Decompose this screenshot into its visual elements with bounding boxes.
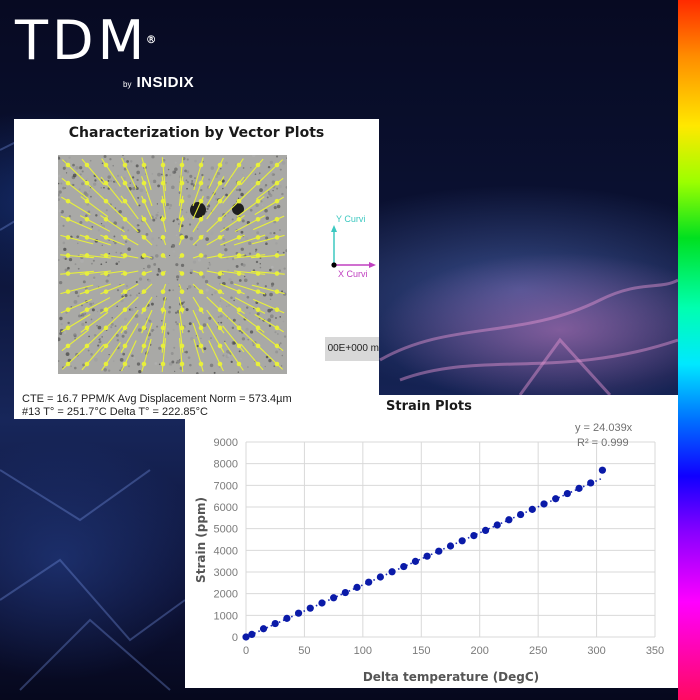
y-axis-title: Strain (ppm) xyxy=(194,497,208,583)
data-point xyxy=(306,604,314,612)
data-point xyxy=(587,479,595,487)
logo-by: by xyxy=(123,80,132,89)
trend-r-squared: R² = 0.999 xyxy=(577,437,629,449)
registered-mark: ® xyxy=(146,35,161,47)
y-tick-label: 4000 xyxy=(214,545,238,557)
vector-plot-title: Characterization by Vector Plots xyxy=(68,125,325,141)
vector-displacement-image xyxy=(58,155,287,374)
data-point xyxy=(400,562,408,571)
x-tick-label: 50 xyxy=(298,645,310,657)
strain-plot-title: Strain Plots xyxy=(386,399,472,414)
data-point xyxy=(388,568,396,576)
data-point xyxy=(470,532,478,540)
x-tick-label: 300 xyxy=(587,645,605,657)
data-point xyxy=(505,516,513,524)
data-point xyxy=(318,599,326,607)
data-point xyxy=(552,495,560,503)
strain-plot-panel: Strain Plots 0 1000 2000 3000 4000 5000 6000 70… xyxy=(185,395,678,688)
y-tick-label: 9000 xyxy=(214,437,238,449)
data-point xyxy=(259,625,268,633)
data-point xyxy=(423,552,431,560)
data-point xyxy=(353,583,361,591)
data-point xyxy=(563,489,571,498)
data-points xyxy=(242,466,607,641)
data-point xyxy=(294,609,303,617)
data-point xyxy=(376,573,384,581)
data-point xyxy=(540,500,548,508)
x-tick-label: 150 xyxy=(412,645,430,657)
data-point xyxy=(458,537,466,545)
data-point xyxy=(493,521,501,529)
data-point xyxy=(242,633,250,641)
y-tick-label: 8000 xyxy=(214,459,238,471)
y-tick-label: 6000 xyxy=(214,502,238,514)
data-point xyxy=(248,630,256,638)
x-tick-label: 350 xyxy=(646,645,664,657)
network-lines xyxy=(0,128,678,691)
data-point xyxy=(365,578,373,586)
data-point xyxy=(517,510,525,519)
x-tick-label: 250 xyxy=(529,645,547,657)
chart-gridlines xyxy=(245,441,656,638)
y-tick-label: 1000 xyxy=(214,610,238,622)
rainbow-color-scale-bar xyxy=(678,0,700,700)
data-point xyxy=(283,614,291,622)
tdm-logo: TDM ® by INSIDIX xyxy=(15,9,194,92)
data-point xyxy=(528,505,536,513)
y-tick-label: 7000 xyxy=(214,480,238,492)
y-tick-label: 3000 xyxy=(214,567,238,579)
data-point xyxy=(330,594,338,602)
x-tick-label: 200 xyxy=(471,645,489,657)
strain-chart: 0 1000 2000 3000 4000 5000 6000 7000 8000 9000 0 5… xyxy=(194,422,664,684)
x-axis-title: Delta temperature (DegC) xyxy=(363,670,539,684)
data-point xyxy=(341,588,349,597)
y-tick-label: 2000 xyxy=(214,589,238,601)
logo-brand-insidix: INSIDIX xyxy=(136,74,195,91)
data-point xyxy=(435,547,443,555)
x-curvi-label: X Curvi xyxy=(338,269,368,279)
x-axis-ticks: 0 50 100 150 200 250 300 350 xyxy=(243,645,664,657)
scale-value-box: 00E+000 m xyxy=(325,337,379,361)
caption-temperature-line: #13 T° = 251.7°C Delta T° = 222.85°C xyxy=(22,406,208,418)
y-curvi-label: Y Curvi xyxy=(336,214,365,224)
trend-equation: y = 24.039x xyxy=(575,422,633,434)
y-tick-label: 0 xyxy=(232,632,238,644)
data-point xyxy=(446,542,455,550)
caption-cte-line: CTE = 16.7 PPM/K Avg Displacement Norm =… xyxy=(22,393,292,405)
data-point xyxy=(598,466,607,474)
y-axis-ticks: 0 1000 2000 3000 4000 5000 6000 7000 8000 9000 xyxy=(214,437,238,644)
data-point xyxy=(481,526,490,534)
data-point xyxy=(411,557,420,565)
logo-byline: by INSIDIX xyxy=(123,74,194,92)
data-point xyxy=(271,619,279,628)
curvilinear-axis-indicator: Y Curvi X Curvi xyxy=(331,214,376,279)
y-tick-label: 5000 xyxy=(214,524,238,536)
logo-tdm-text: TDM ® xyxy=(15,9,161,72)
data-point xyxy=(575,484,583,492)
vector-plot-panel: Characterization by Vector Plots Y Curvi… xyxy=(14,119,379,419)
x-tick-label: 100 xyxy=(354,645,372,657)
vector-plot-caption: CTE = 16.7 PPM/K Avg Displacement Norm =… xyxy=(22,393,292,419)
x-tick-label: 0 xyxy=(243,645,249,657)
